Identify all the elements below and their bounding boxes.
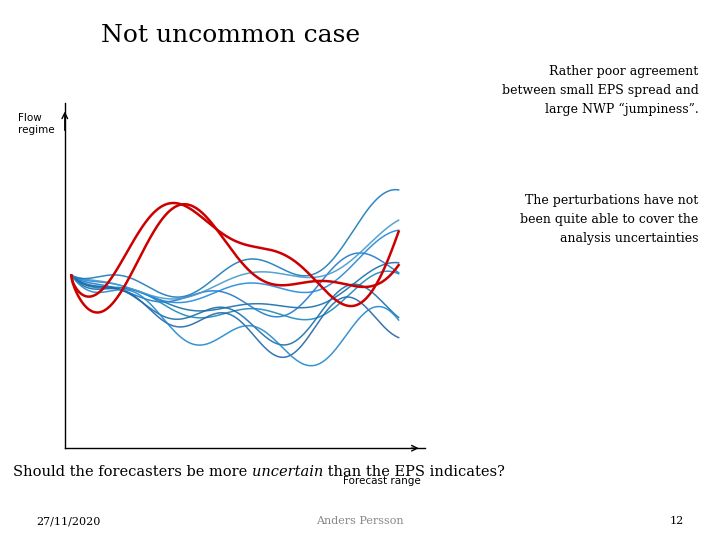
Text: than the EPS indicates?: than the EPS indicates? [323, 465, 505, 480]
Text: Should the forecasters be more: Should the forecasters be more [13, 465, 252, 480]
Text: The perturbations have not
been quite able to cover the
analysis uncertainties: The perturbations have not been quite ab… [520, 194, 698, 245]
Text: Forecast range: Forecast range [343, 476, 420, 486]
Text: 12: 12 [670, 516, 684, 526]
Text: Flow
regime: Flow regime [18, 113, 55, 134]
Text: Not uncommon case: Not uncommon case [101, 24, 360, 48]
Text: Anders Persson: Anders Persson [316, 516, 404, 526]
Text: uncertain: uncertain [252, 465, 323, 480]
Text: Rather poor agreement
between small EPS spread and
large NWP “jumpiness”.: Rather poor agreement between small EPS … [502, 65, 698, 116]
Text: 27/11/2020: 27/11/2020 [36, 516, 100, 526]
